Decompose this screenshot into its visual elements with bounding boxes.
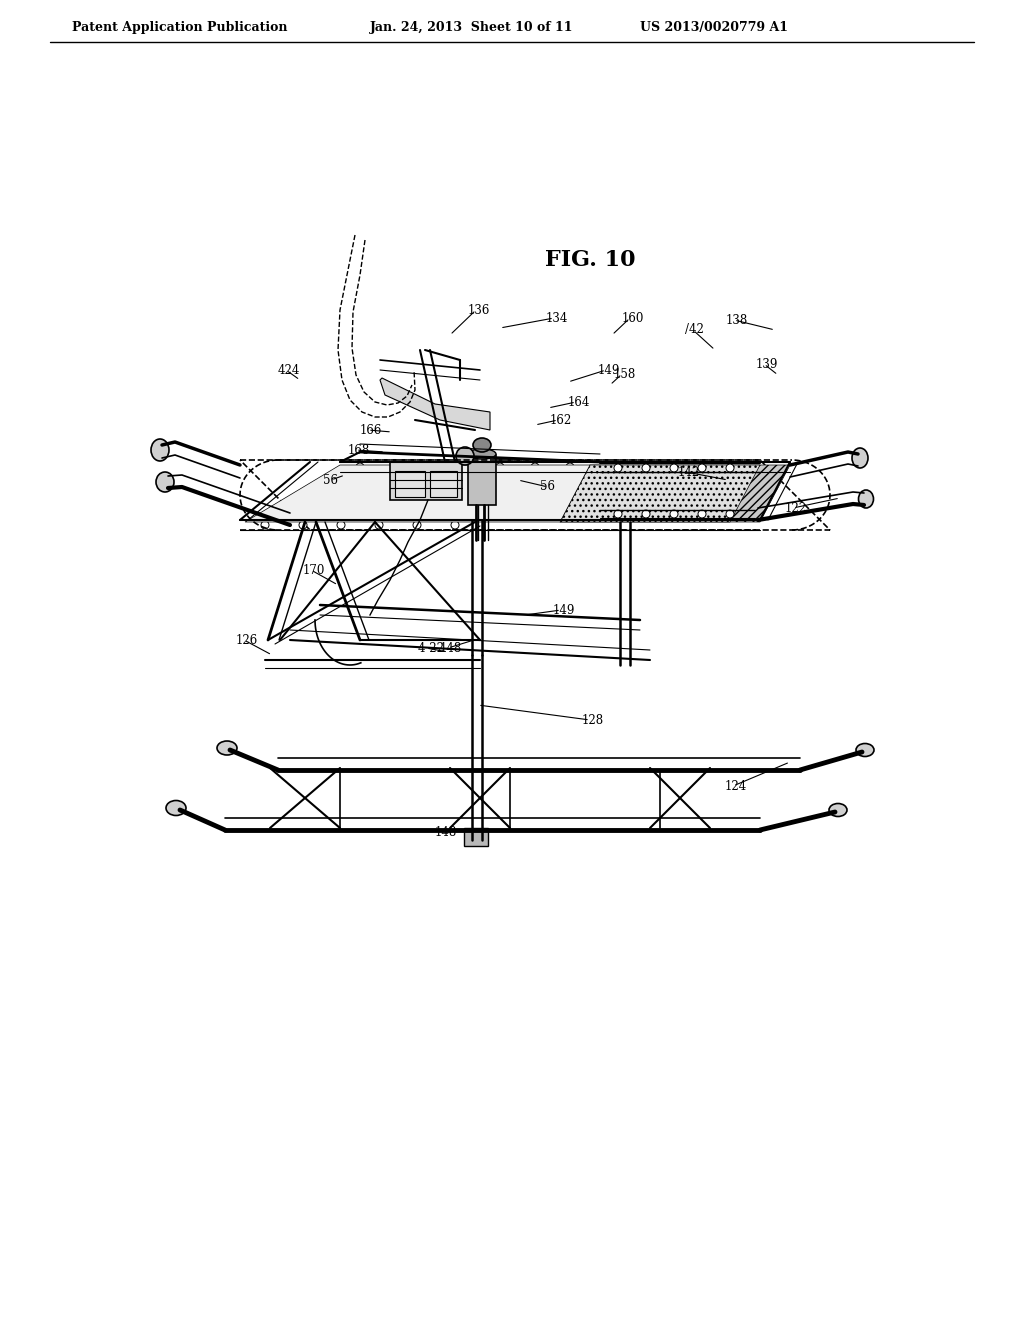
Circle shape	[670, 465, 678, 473]
Circle shape	[299, 521, 307, 529]
Circle shape	[642, 465, 650, 473]
Bar	[464, 828, 488, 846]
Text: 124: 124	[725, 780, 748, 792]
Text: 149: 149	[553, 603, 575, 616]
Ellipse shape	[858, 490, 873, 508]
Text: 56: 56	[540, 480, 555, 494]
Circle shape	[461, 463, 469, 471]
Circle shape	[337, 521, 345, 529]
Text: 142: 142	[678, 466, 700, 479]
Circle shape	[670, 510, 678, 517]
Polygon shape	[560, 465, 790, 521]
Text: 162: 162	[550, 413, 572, 426]
Circle shape	[698, 510, 706, 517]
Text: 149: 149	[598, 363, 621, 376]
Circle shape	[614, 510, 622, 517]
Text: 148: 148	[440, 642, 462, 655]
Circle shape	[642, 510, 650, 517]
Text: 424: 424	[278, 363, 300, 376]
Text: 170: 170	[303, 564, 326, 577]
Text: 138: 138	[726, 314, 749, 326]
Polygon shape	[380, 378, 490, 430]
Text: 134: 134	[546, 312, 568, 325]
Text: FIG. 10: FIG. 10	[545, 249, 636, 271]
Text: 166: 166	[360, 424, 382, 437]
Circle shape	[451, 521, 459, 529]
Text: 136: 136	[468, 304, 490, 317]
Text: 139: 139	[756, 358, 778, 371]
Circle shape	[261, 521, 269, 529]
Ellipse shape	[473, 438, 490, 451]
Circle shape	[726, 510, 734, 517]
Circle shape	[426, 463, 434, 471]
Circle shape	[698, 465, 706, 473]
Text: US 2013/0020779 A1: US 2013/0020779 A1	[640, 21, 788, 33]
Text: 168: 168	[348, 444, 371, 457]
Text: 158: 158	[614, 367, 636, 380]
Bar	[468, 455, 496, 506]
Circle shape	[614, 465, 622, 473]
Circle shape	[496, 463, 504, 471]
Circle shape	[456, 447, 474, 465]
Text: 126: 126	[236, 634, 258, 647]
Text: 164: 164	[568, 396, 591, 408]
Ellipse shape	[217, 741, 237, 755]
Circle shape	[726, 465, 734, 473]
Text: 160: 160	[622, 312, 644, 325]
Text: /42: /42	[685, 323, 703, 337]
Text: 56: 56	[323, 474, 338, 487]
Text: Jan. 24, 2013  Sheet 10 of 11: Jan. 24, 2013 Sheet 10 of 11	[370, 21, 573, 33]
Text: 128: 128	[582, 714, 604, 726]
Ellipse shape	[156, 473, 174, 492]
Bar	[430, 471, 457, 498]
Circle shape	[391, 463, 399, 471]
Ellipse shape	[829, 804, 847, 817]
Ellipse shape	[166, 800, 186, 816]
Text: 148: 148	[435, 825, 458, 838]
Circle shape	[566, 463, 574, 471]
Polygon shape	[560, 465, 760, 521]
Ellipse shape	[468, 449, 496, 459]
Text: 122: 122	[785, 502, 807, 515]
Circle shape	[375, 521, 383, 529]
Text: 4 22: 4 22	[418, 642, 444, 655]
Bar	[390, 462, 462, 500]
Circle shape	[356, 463, 364, 471]
Ellipse shape	[151, 440, 169, 461]
Circle shape	[531, 463, 539, 471]
Polygon shape	[245, 465, 590, 521]
Bar	[395, 471, 425, 498]
Circle shape	[413, 521, 421, 529]
Ellipse shape	[852, 447, 868, 469]
Text: Patent Application Publication: Patent Application Publication	[72, 21, 288, 33]
Ellipse shape	[856, 743, 874, 756]
